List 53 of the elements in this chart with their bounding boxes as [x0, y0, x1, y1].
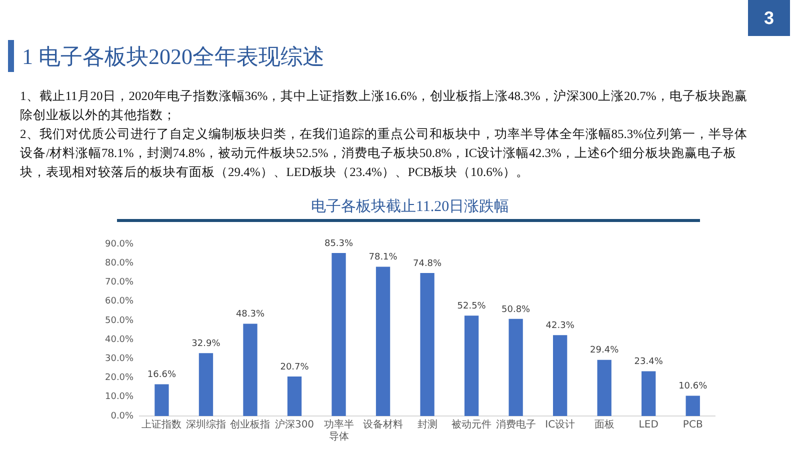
data-label: 32.9%: [192, 338, 221, 349]
bar: [332, 252, 346, 416]
data-label: 20.7%: [280, 362, 310, 372]
bar: [154, 384, 169, 416]
data-label: 16.6%: [147, 370, 176, 380]
bar: [686, 396, 700, 416]
bar: [198, 353, 214, 416]
bar: [420, 273, 434, 416]
bar: [243, 324, 258, 416]
bar: [376, 266, 390, 416]
text: 2、我们对优质公司进行了自定义编制板块归类，在我们追踪的重点公司和板块中，功率半导体全年涨幅85.3%位列第一，半导体设备/材料涨幅78.1%，封测74.8%，被动元件板块52.5%，消费电子板块50.8%，IC设计涨幅42.3%，上述6个细分板块跑赢电子板块，表现相对较落后的板块有面板（29.4%）、LED板块（23.4%）、PCB板块（10.6%）。: [20, 126, 749, 181]
x-tick-label: 上证指数: [142, 418, 182, 431]
x-tick-label: 被动元件: [452, 418, 492, 431]
bar: [553, 335, 568, 416]
x-tick-label: LED: [638, 420, 659, 431]
bar: [597, 360, 612, 416]
bar: [464, 316, 479, 416]
y-tick-label: 70.0%: [104, 278, 134, 288]
y-tick-label: 20.0%: [104, 373, 134, 384]
text: 1 电子各板块2020全年表现综述: [22, 43, 324, 71]
x-tick-label: 创业板指: [230, 418, 270, 431]
y-tick-label: 90.0%: [104, 239, 134, 250]
x-tick-label: 封测: [417, 418, 438, 431]
data-label: 85.3%: [324, 238, 354, 249]
chart-title: 电子各板块截止11.20日涨跌幅: [310, 198, 510, 216]
data-label: 52.5%: [457, 302, 486, 312]
data-label: 48.3%: [236, 310, 265, 320]
x-tick-label: 功率半导体: [324, 418, 354, 443]
y-tick-label: 60.0%: [104, 296, 134, 307]
data-label: 29.4%: [590, 346, 620, 356]
x-tick-label: 消费电子: [496, 418, 536, 431]
x-tick-label: 沪深300: [274, 418, 314, 431]
y-tick-label: 40.0%: [104, 334, 134, 345]
y-tick-label: 0.0%: [110, 411, 134, 422]
data-label: 50.8%: [502, 304, 531, 315]
x-tick-label: IC设计: [545, 418, 576, 431]
x-tick-label: 深圳综指: [186, 418, 226, 431]
bar: [642, 371, 656, 416]
data-label: 42.3%: [546, 321, 575, 332]
x-tick-label: PCB: [682, 420, 703, 431]
data-label: 23.4%: [634, 357, 664, 368]
x-tick-label: 设备材料: [363, 418, 404, 431]
bar: [287, 376, 302, 416]
y-tick-label: 80.0%: [104, 258, 134, 268]
data-label: 10.6%: [678, 382, 708, 392]
x-tick-label: 面板: [594, 418, 614, 431]
y-tick-label: 30.0%: [104, 354, 134, 364]
text: 1、截止11月20日，2020年电子指数涨幅36%，其中上证指数上涨16.6%，创业板指上涨48.3%，沪深300上涨20.7%，电子板块跑赢除创业板以外的其他指数；: [20, 88, 748, 124]
y-tick-label: 10.0%: [104, 392, 134, 402]
data-label: 74.8%: [413, 258, 442, 269]
y-tick-label: 50.0%: [104, 316, 134, 326]
data-label: 78.1%: [368, 252, 398, 263]
bar: [508, 318, 523, 416]
